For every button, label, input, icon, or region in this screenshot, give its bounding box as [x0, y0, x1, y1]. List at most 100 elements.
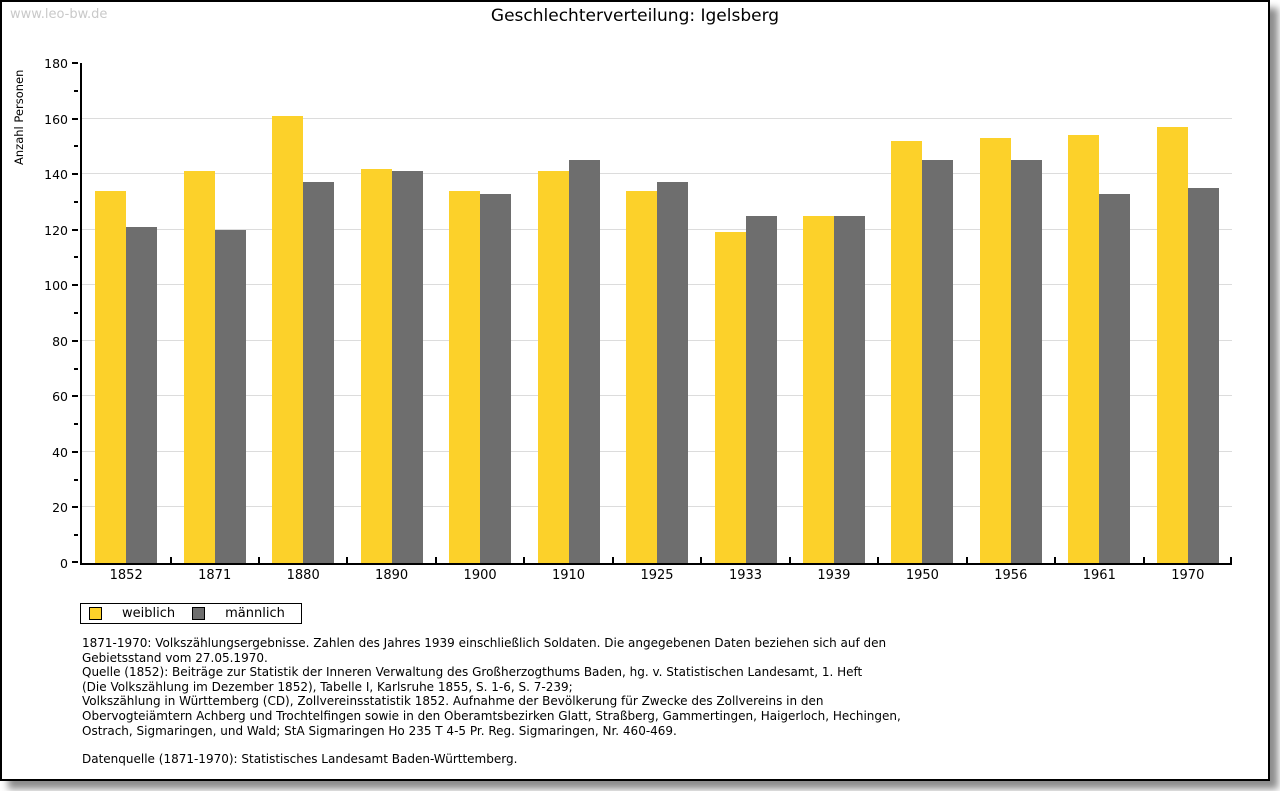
y-tick-label: 0: [60, 556, 68, 571]
bar-weiblich: [360, 168, 392, 563]
y-axis-tick: [74, 201, 78, 203]
x-tick-label: 1925: [640, 568, 674, 583]
bar-weiblich: [1156, 126, 1188, 563]
bar-maennlich: [214, 229, 246, 563]
y-tick-label: 60: [52, 389, 68, 404]
source-note-line: (Die Volkszählung im Dezember 1852), Tab…: [82, 679, 573, 694]
x-axis-tick: [257, 557, 260, 563]
y-axis-tick: [74, 368, 78, 370]
x-tick-label: 1890: [375, 568, 409, 583]
source-note-line: 1871-1970: Volkszählungsergebnisse. Zahl…: [82, 636, 887, 650]
x-axis-tick: [1054, 557, 1057, 563]
watermark: www.leo-bw.de: [10, 7, 108, 22]
bar-maennlich: [480, 193, 512, 563]
x-tick-label: 1852: [109, 568, 143, 583]
source-note-line: Obervogteiämtern Achberg und Trochtelfin…: [82, 708, 901, 723]
x-tick-label: 1961: [1082, 568, 1116, 583]
x-axis-tick: [700, 557, 703, 563]
y-axis-tick: [72, 118, 78, 120]
plot-area: [80, 63, 1232, 565]
y-axis-tick: [74, 534, 78, 536]
legend-swatch-weiblich: [89, 607, 102, 620]
x-axis-tick: [1142, 557, 1145, 563]
y-axis-tick: [72, 451, 78, 453]
y-axis-tick: [72, 173, 78, 175]
legend-label-weiblich: weiblich: [122, 606, 176, 621]
bar-maennlich: [303, 182, 335, 563]
y-tick-label: 80: [52, 334, 68, 349]
bar-maennlich: [1099, 193, 1131, 563]
y-axis-tick: [74, 479, 78, 481]
source-note-line: Ostrach, Sigmaringen, und Wald; StA Sigm…: [82, 723, 677, 738]
data-source-line: Datenquelle (1871-1970): Statistisches L…: [82, 752, 518, 767]
y-tick-label: 40: [52, 445, 68, 460]
source-notes: 1871-1970: Volkszählungsergebnisse. Zahl…: [82, 636, 901, 767]
source-note-line: Quelle (1852): Beiträge zur Statistik de…: [82, 665, 863, 680]
x-tick-label: 1900: [463, 568, 497, 583]
x-axis-tick: [523, 557, 526, 563]
y-axis-tick: [74, 256, 78, 258]
y-axis-tick-labels: 0 20 40 60 80 100 120 140 160 180: [2, 56, 68, 571]
bar-maennlich: [568, 160, 600, 563]
gridline: [82, 118, 1232, 119]
y-tick-label: 100: [44, 278, 68, 293]
y-axis-ticks: [72, 62, 78, 563]
x-axis-tick: [169, 557, 172, 563]
x-tick-label: 1956: [994, 568, 1028, 583]
y-tick-label: 140: [44, 167, 68, 182]
bar-maennlich: [1187, 188, 1219, 563]
y-axis-tick: [72, 229, 78, 231]
y-axis-tick: [74, 312, 78, 314]
bar-weiblich: [449, 190, 481, 563]
bar-weiblich: [272, 115, 304, 563]
y-axis-tick: [74, 145, 78, 147]
y-axis-tick: [72, 284, 78, 286]
y-axis-tick: [72, 561, 78, 563]
bar-weiblich: [802, 215, 834, 563]
bar-maennlich: [1010, 160, 1042, 563]
legend: weiblich männlich: [80, 603, 302, 624]
x-axis-tick: [1230, 557, 1232, 563]
chart-panel: www.leo-bw.de Geschlechterverteilung: Ig…: [0, 0, 1270, 781]
x-tick-label: 1910: [551, 568, 586, 583]
y-axis-tick: [72, 62, 78, 64]
bar-weiblich: [1068, 135, 1100, 563]
bar-maennlich: [833, 215, 865, 563]
x-tick-label: 1933: [728, 568, 763, 583]
x-axis-tick: [965, 557, 968, 563]
y-axis-tick: [74, 90, 78, 92]
y-tick-label: 160: [44, 112, 68, 127]
legend-swatch-maennlich: [192, 607, 206, 620]
x-axis-tick: [877, 557, 880, 563]
y-tick-label: 120: [44, 223, 68, 238]
x-tick-label: 1950: [905, 568, 939, 583]
bar-weiblich: [979, 138, 1011, 563]
bar-maennlich: [126, 226, 158, 563]
bar-maennlich: [745, 215, 777, 563]
y-axis-tick: [74, 423, 78, 425]
x-axis-tick-labels: 1852 1871 1880 1890 1900 1910 1925 1933 1939 1950…: [82, 566, 1232, 586]
y-tick-label: 20: [52, 500, 68, 515]
x-tick-label: 1880: [286, 568, 320, 583]
bar-weiblich: [537, 171, 569, 563]
y-axis-tick: [72, 340, 78, 342]
legend-label-maennlich: männlich: [225, 606, 285, 621]
gridline: [82, 173, 1232, 174]
y-axis-tick: [72, 395, 78, 397]
bar-weiblich: [183, 171, 215, 563]
x-tick-label: 1871: [198, 568, 232, 583]
bar-weiblich: [714, 232, 746, 563]
bar-maennlich: [657, 182, 688, 563]
y-axis-tick: [72, 506, 78, 508]
source-note-line: Gebietsstand vom 27.05.1970.: [82, 650, 268, 665]
x-axis-tick: [346, 557, 349, 563]
bar-weiblich: [891, 140, 923, 563]
bar-maennlich: [391, 171, 423, 563]
bar-maennlich: [922, 160, 954, 563]
page-title: Geschlechterverteilung: Igelsberg: [490, 6, 780, 26]
y-tick-label: 180: [44, 56, 68, 71]
x-axis-tick: [788, 557, 791, 563]
x-tick-label: 1970: [1171, 568, 1205, 583]
bar-weiblich: [95, 190, 127, 563]
x-tick-label: 1939: [817, 568, 851, 583]
